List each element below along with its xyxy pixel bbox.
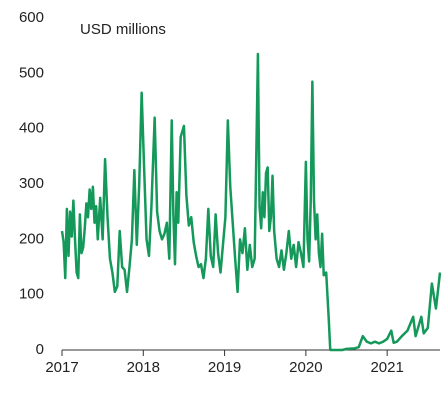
- y-tick-label: 600: [19, 9, 44, 26]
- y-tick-label: 0: [36, 341, 44, 358]
- x-tick-label: 2020: [289, 359, 322, 376]
- annotation: USD millions: [80, 21, 166, 38]
- y-tick-label: 100: [19, 286, 44, 303]
- y-tick-label: 200: [19, 230, 44, 247]
- y-tick-label: 300: [19, 175, 44, 192]
- y-tick-label: 500: [19, 64, 44, 81]
- x-tick-label: 2018: [127, 359, 160, 376]
- line: [60, 52, 441, 352]
- x-tick-label: 2019: [208, 359, 241, 376]
- y-tick-label: 400: [19, 120, 44, 137]
- x-tick-label: 2017: [45, 359, 78, 376]
- x-tick-label: 2021: [370, 359, 403, 376]
